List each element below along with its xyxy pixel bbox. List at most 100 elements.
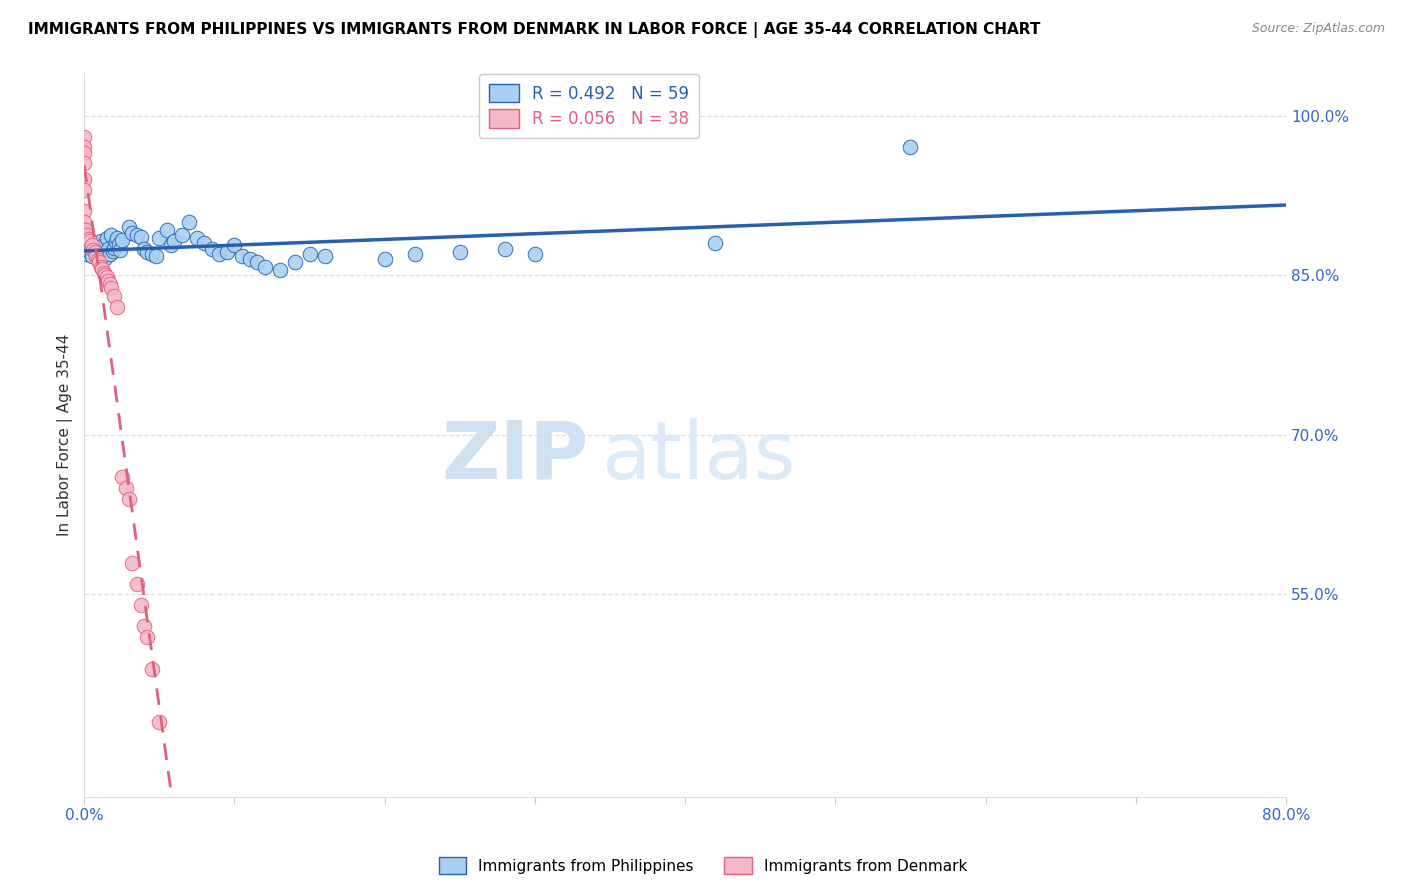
Point	[134, 619, 156, 633]
Point	[97, 273, 120, 287]
Text: IMMIGRANTS FROM PHILIPPINES VS IMMIGRANTS FROM DENMARK IN LABOR FORCE | AGE 35-4: IMMIGRANTS FROM PHILIPPINES VS IMMIGRANT…	[28, 22, 1040, 38]
Point	[449, 244, 471, 259]
Point	[90, 234, 112, 248]
Point	[98, 247, 121, 261]
Point	[87, 253, 110, 268]
Point	[269, 263, 291, 277]
Point	[179, 215, 201, 229]
Point	[79, 234, 101, 248]
Point	[97, 242, 120, 256]
Point	[134, 242, 156, 256]
Point	[125, 577, 148, 591]
Point	[82, 243, 104, 257]
Point	[73, 204, 96, 219]
Point	[121, 556, 143, 570]
Point	[96, 270, 118, 285]
Point	[73, 129, 96, 144]
Point	[80, 238, 103, 252]
Point	[93, 245, 115, 260]
Point	[73, 183, 96, 197]
Point	[523, 247, 546, 261]
Point	[111, 470, 134, 484]
Point	[145, 249, 167, 263]
Point	[100, 227, 122, 242]
Point	[110, 243, 132, 257]
Text: atlas: atlas	[600, 417, 796, 496]
Point	[73, 145, 96, 160]
Point	[170, 227, 193, 242]
Point	[89, 255, 111, 269]
Point	[84, 244, 107, 258]
Point	[374, 252, 396, 267]
Point	[186, 231, 208, 245]
Point	[246, 255, 269, 269]
Point	[77, 232, 100, 246]
Point	[215, 244, 238, 259]
Point	[76, 247, 98, 261]
Point	[253, 260, 276, 274]
Point	[93, 266, 115, 280]
Point	[105, 231, 128, 245]
Point	[94, 268, 117, 283]
Point	[298, 247, 321, 261]
Point	[284, 255, 307, 269]
Point	[121, 226, 143, 240]
Point	[224, 238, 246, 252]
Point	[900, 140, 922, 154]
Point	[80, 249, 103, 263]
Point	[160, 238, 183, 252]
Point	[98, 277, 121, 291]
Legend: R = 0.492   N = 59, R = 0.056   N = 38: R = 0.492 N = 59, R = 0.056 N = 38	[479, 74, 699, 138]
Text: ZIP: ZIP	[441, 417, 589, 496]
Point	[91, 261, 114, 276]
Point	[76, 227, 98, 242]
Point	[131, 598, 153, 612]
Point	[96, 231, 118, 245]
Point	[73, 215, 96, 229]
Point	[201, 242, 224, 256]
Point	[75, 223, 97, 237]
Point	[404, 247, 426, 261]
Point	[118, 491, 141, 506]
Point	[84, 249, 107, 263]
Point	[87, 248, 110, 262]
Point	[100, 281, 122, 295]
Point	[131, 230, 153, 244]
Point	[83, 244, 105, 259]
Point	[105, 300, 128, 314]
Point	[148, 715, 170, 730]
Point	[104, 235, 127, 250]
Point	[101, 244, 124, 258]
Point	[231, 249, 253, 263]
Point	[238, 252, 260, 267]
Point	[163, 234, 186, 248]
Point	[89, 252, 111, 267]
Point	[494, 242, 516, 256]
Point	[314, 249, 336, 263]
Point	[148, 231, 170, 245]
Point	[141, 662, 163, 676]
Point	[90, 260, 112, 274]
Point	[91, 239, 114, 253]
Point	[193, 236, 215, 251]
Point	[208, 247, 231, 261]
Point	[136, 244, 159, 259]
Point	[83, 238, 105, 252]
Point	[141, 247, 163, 261]
Point	[115, 481, 138, 495]
Point	[103, 289, 125, 303]
Text: Source: ZipAtlas.com: Source: ZipAtlas.com	[1251, 22, 1385, 36]
Point	[82, 236, 104, 251]
Point	[136, 630, 159, 644]
Point	[111, 233, 134, 247]
Point	[94, 251, 117, 265]
Point	[118, 220, 141, 235]
Point	[108, 237, 131, 252]
Point	[103, 240, 125, 254]
Point	[73, 172, 96, 186]
Point	[125, 227, 148, 242]
Y-axis label: In Labor Force | Age 35-44: In Labor Force | Age 35-44	[58, 334, 73, 536]
Point	[79, 244, 101, 259]
Point	[704, 236, 727, 251]
Point	[73, 140, 96, 154]
